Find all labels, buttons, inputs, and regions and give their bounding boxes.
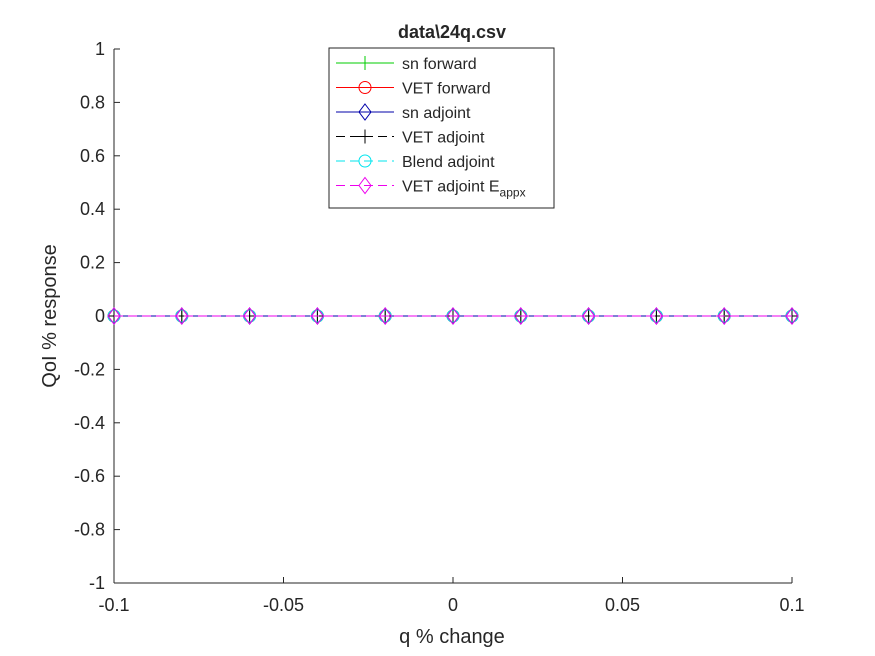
data-point <box>242 307 257 325</box>
legend-entry: VET adjoint Eappx <box>402 179 526 200</box>
data-point <box>717 307 731 325</box>
legend-entry: Blend adjoint <box>402 154 495 171</box>
y-tick-label: -1 <box>89 573 105 593</box>
y-axis-label: QoI % response <box>39 244 61 387</box>
y-tick-label: 1 <box>95 39 105 59</box>
legend-marker <box>358 81 372 94</box>
legend-entry: VET adjoint <box>402 130 485 147</box>
y-tick-label: 0.4 <box>80 199 105 219</box>
legend-entry: VET forward <box>402 81 491 98</box>
plot-area <box>107 307 799 325</box>
axes: 1 0.8 0.6 0.4 0.2 0 -0.2 -0.4 -0.6 -0.8 -1-0.1 -0.0… <box>74 39 805 615</box>
x-tick-label: 0.05 <box>605 595 640 615</box>
data-point <box>785 307 799 325</box>
x-axis-label: q % change <box>399 626 505 648</box>
data-point <box>378 307 392 325</box>
legend-marker <box>358 103 372 121</box>
y-tick-label: 0 <box>95 306 105 326</box>
y-tick-label: -0.6 <box>74 466 105 486</box>
chart-title: data\24q.csv <box>398 22 506 42</box>
x-tick-label: 0.1 <box>779 595 804 615</box>
y-tick-label: -0.4 <box>74 413 105 433</box>
legend-box <box>328 47 555 209</box>
x-tick-label: 0 <box>448 595 458 615</box>
y-tick-label: 0.6 <box>80 146 105 166</box>
data-point <box>446 307 460 325</box>
data-point <box>514 307 528 325</box>
legend-marker <box>358 176 372 195</box>
x-tick-label: -0.1 <box>98 595 129 615</box>
x-tick-label: -0.05 <box>263 595 304 615</box>
data-point <box>175 307 189 325</box>
y-tick-label: 0.2 <box>80 253 105 273</box>
data-point <box>581 307 596 325</box>
legend-marker <box>358 154 372 168</box>
y-tick-label: -0.2 <box>74 359 105 379</box>
legend-entry: sn forward <box>402 56 477 73</box>
legend-entry: sn adjoint <box>402 105 471 122</box>
data-point <box>107 307 121 325</box>
legend: sn forward VET forward sn adjoint VET adjoi… <box>328 47 555 209</box>
legend-marker <box>359 129 371 144</box>
data-point <box>649 307 664 325</box>
y-tick-label: -0.8 <box>74 520 105 540</box>
y-tick-label: 0.8 <box>80 92 105 112</box>
data-point <box>310 307 325 325</box>
legend-marker <box>359 56 371 70</box>
